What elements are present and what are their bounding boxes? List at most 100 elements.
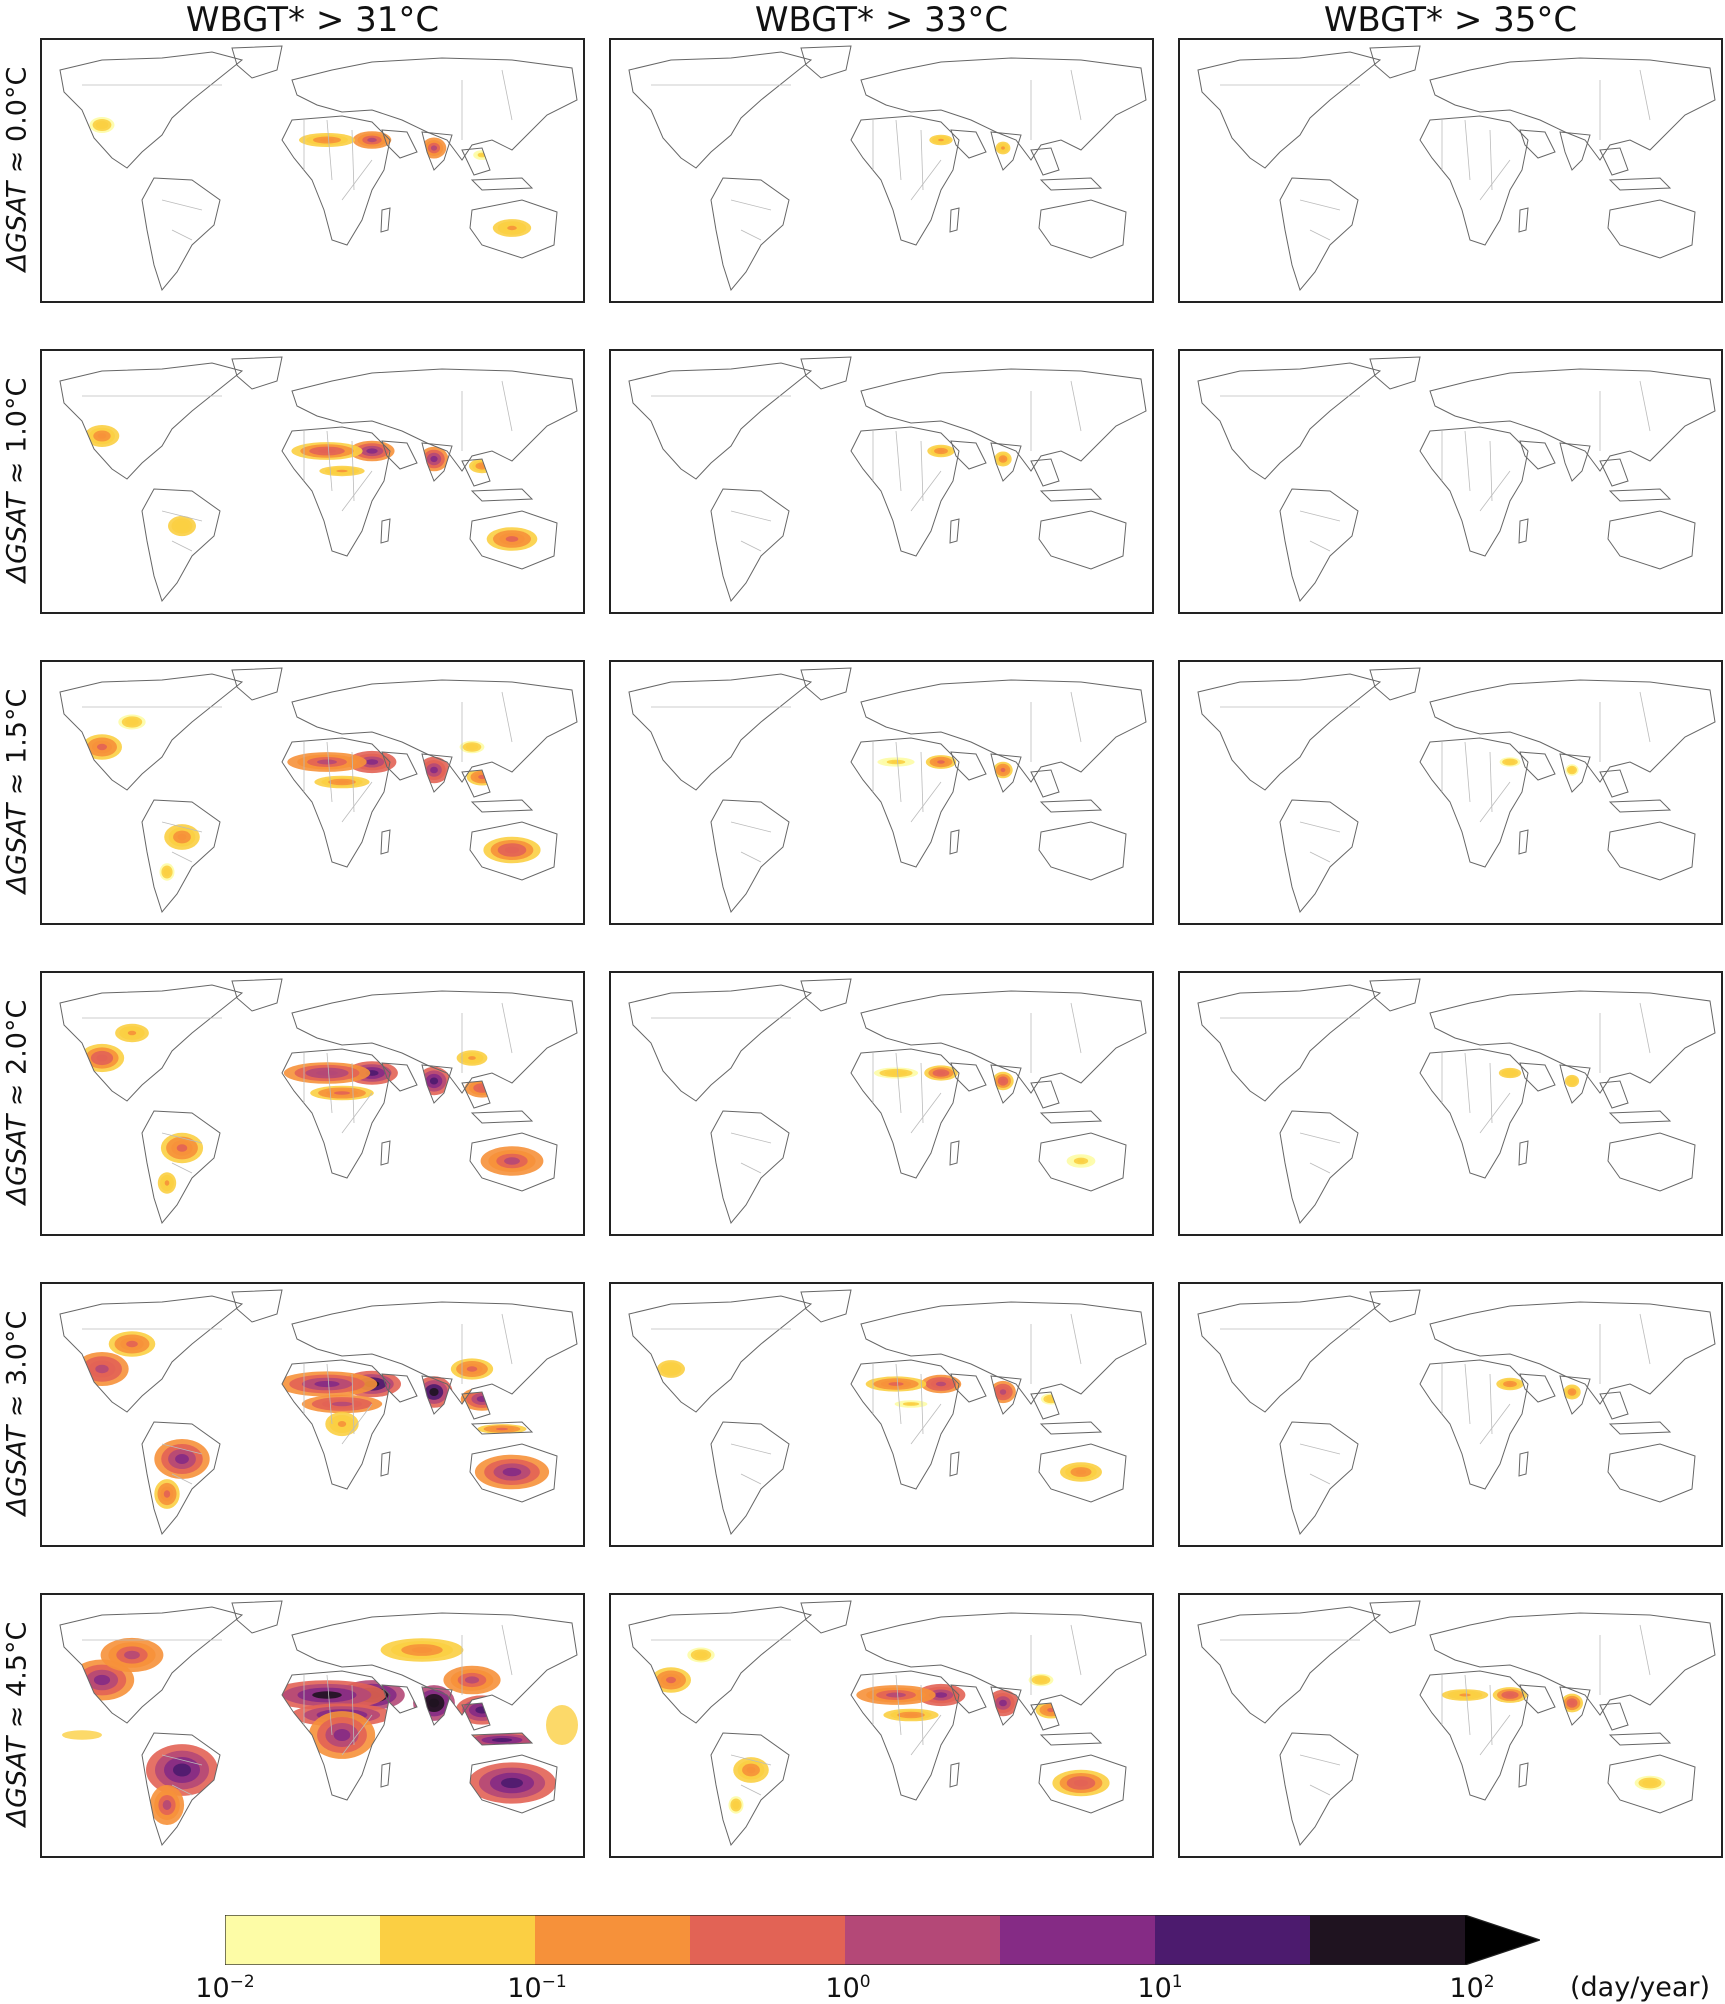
- coastline-africa: [850, 1670, 960, 1801]
- row-label-3: ΔGSAT ≈ 2.0°C: [1, 999, 33, 1205]
- heat-zone: [697, 1653, 705, 1657]
- coastline-namerica: [628, 362, 813, 480]
- coastline-indo: [1608, 1110, 1672, 1124]
- coastline-namerica: [59, 673, 244, 791]
- border-line: [1070, 1624, 1082, 1676]
- heat-zone: [491, 1738, 513, 1742]
- coastline-eurasia: [860, 1612, 1147, 1716]
- map-panel-r3-c2: [1178, 971, 1723, 1236]
- heat-zone: [336, 469, 348, 473]
- heat-zone: [478, 464, 486, 468]
- coastline-greenland: [231, 1289, 283, 1323]
- coastline-seasia: [461, 458, 491, 487]
- coastline-africa: [1419, 1359, 1529, 1490]
- colorbar-bin-7: [1310, 1915, 1466, 1965]
- coastline-australia: [1038, 1754, 1127, 1814]
- border-line: [1309, 1162, 1331, 1174]
- coastline-arabia: [950, 1684, 987, 1714]
- border-line: [351, 1373, 355, 1435]
- border-line: [1639, 1313, 1651, 1365]
- heat-zone: [331, 1401, 353, 1407]
- coastline-greenland: [1369, 356, 1421, 390]
- border-line: [351, 440, 355, 502]
- coastline-samerica: [141, 1110, 221, 1225]
- heat-zone: [97, 743, 107, 751]
- coastline-arabia: [950, 1062, 987, 1092]
- coastline-seasia: [461, 1391, 491, 1420]
- coastline-madag: [1518, 1451, 1529, 1477]
- heat-zone: [501, 1777, 523, 1789]
- coastline-greenland: [231, 1600, 283, 1634]
- heat-zone: [938, 138, 944, 142]
- heat-zone: [468, 1056, 476, 1060]
- heat-zone: [1073, 1779, 1089, 1787]
- coastlines: [59, 1600, 578, 1847]
- heat-zone: [1001, 146, 1005, 150]
- coastline-madag: [380, 1451, 391, 1477]
- coastlines: [628, 45, 1147, 292]
- map-panel-r4-c2: [1178, 1282, 1723, 1547]
- coastline-greenland: [800, 978, 852, 1012]
- coastline-samerica: [141, 177, 221, 292]
- colorbar-bin-2: [535, 1915, 691, 1965]
- border-line: [895, 430, 902, 492]
- border-line: [1464, 1052, 1471, 1114]
- coastline-eurasia: [291, 990, 578, 1094]
- heat-zone: [1570, 1079, 1574, 1083]
- row-label-0: ΔGSAT ≈ 0.0°C: [1, 66, 33, 272]
- border-line: [910, 1403, 942, 1445]
- coastline-seasia: [1030, 458, 1060, 487]
- coastline-australia: [1607, 199, 1696, 259]
- border-line: [1309, 1473, 1331, 1485]
- coastline-india: [421, 131, 453, 171]
- heat-zone: [1507, 1071, 1513, 1075]
- border-line: [326, 1363, 333, 1425]
- coastline-india: [990, 131, 1022, 171]
- heat-zone: [935, 1381, 947, 1387]
- coastline-samerica: [1279, 1421, 1359, 1536]
- coastline-indo: [470, 799, 534, 813]
- coastline-namerica: [628, 984, 813, 1102]
- coastline-arabia: [1519, 1062, 1556, 1092]
- coastline-samerica: [710, 1110, 790, 1225]
- coastline-samerica: [710, 488, 790, 603]
- colorbar-bin-3: [690, 1915, 846, 1965]
- coastline-samerica: [1279, 1110, 1359, 1225]
- coastline-indo: [470, 1732, 534, 1746]
- coastline-australia: [1038, 1443, 1127, 1503]
- map-panel-r4-c1: [609, 1282, 1154, 1547]
- heat-zone: [495, 1427, 509, 1431]
- coastlines: [59, 978, 578, 1225]
- border-line: [171, 1784, 193, 1796]
- coastline-arabia: [1519, 440, 1556, 470]
- map-panel-r4-c0: [40, 1282, 585, 1547]
- coastline-seasia: [1030, 769, 1060, 798]
- heat-zone: [1000, 767, 1006, 773]
- border-line: [920, 751, 924, 813]
- coastline-africa: [1419, 426, 1529, 557]
- coastline-eurasia: [1429, 1612, 1716, 1716]
- heat-zone: [734, 1802, 738, 1808]
- coastline-seasia: [1599, 1080, 1629, 1109]
- border-line: [326, 119, 333, 181]
- coastline-samerica: [1279, 799, 1359, 914]
- heat-zone: [466, 1366, 478, 1372]
- border-line: [1489, 440, 1493, 502]
- map-panel-r0-c1: [609, 38, 1154, 303]
- border-line: [501, 1313, 513, 1365]
- heat-zone: [1505, 1693, 1515, 1697]
- border-line: [501, 1624, 513, 1676]
- coastline-australia: [1607, 1754, 1696, 1814]
- coastline-seasia: [1599, 769, 1629, 798]
- coastline-namerica: [59, 984, 244, 1102]
- border-line: [740, 229, 762, 241]
- coastline-africa: [850, 737, 960, 868]
- heat-zone: [335, 780, 349, 784]
- map-panel-r2-c2: [1178, 660, 1723, 925]
- coastline-namerica: [628, 51, 813, 169]
- coastline-seasia: [1030, 147, 1060, 176]
- coastline-india: [421, 1686, 453, 1726]
- coastline-eurasia: [1429, 679, 1716, 783]
- coastline-eurasia: [1429, 1301, 1716, 1405]
- border-line: [501, 691, 513, 743]
